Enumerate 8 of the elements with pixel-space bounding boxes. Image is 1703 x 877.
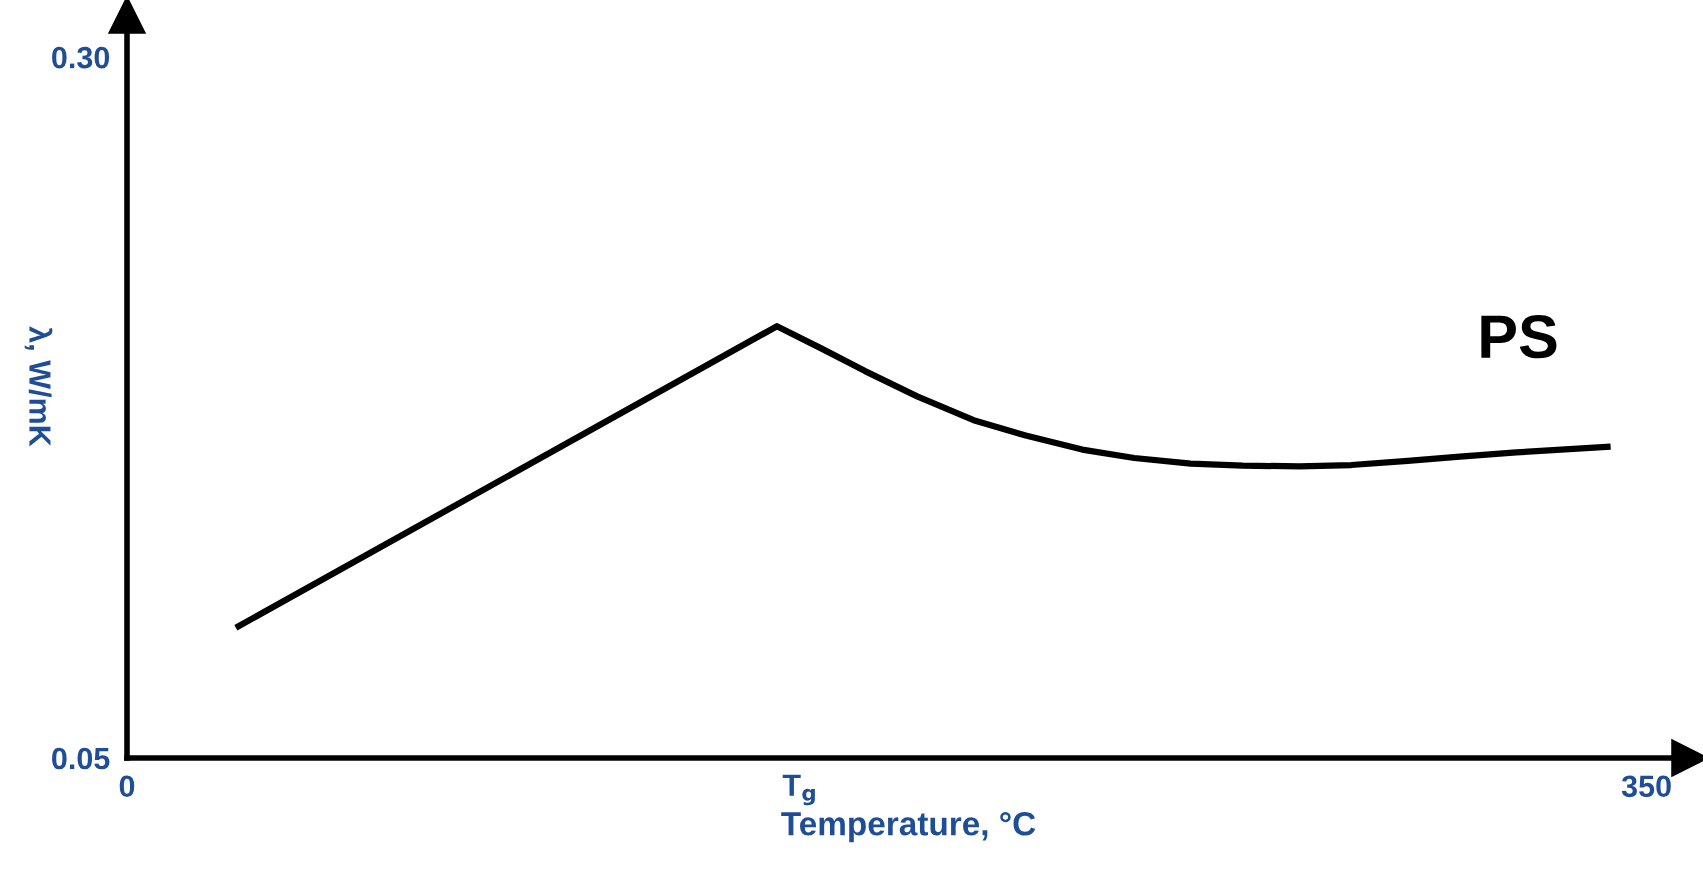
y-axis-title: λ, W/mK xyxy=(24,326,53,447)
x-axis-title: Temperature, °C xyxy=(781,811,1036,843)
x-tick-label: 350 xyxy=(1621,775,1671,798)
y-tick-label: 0.05 xyxy=(52,747,110,770)
x-tick-label: T$_{g}$ xyxy=(782,774,815,806)
annotation: PS xyxy=(1481,315,1557,359)
y-tick-label: 0.30 xyxy=(52,46,110,69)
x-tick-label: 0 xyxy=(119,775,135,798)
